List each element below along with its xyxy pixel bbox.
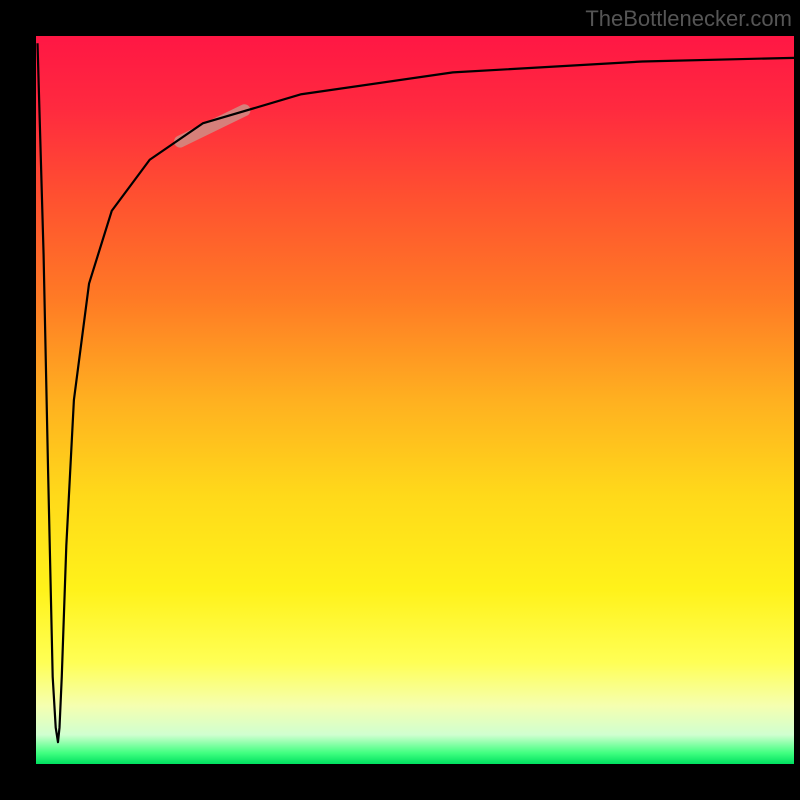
bottleneck-curve <box>38 43 794 742</box>
curve-layer <box>36 36 794 764</box>
chart-frame: TheBottlenecker.com <box>0 0 800 800</box>
plot-area <box>36 36 794 764</box>
source-watermark: TheBottlenecker.com <box>585 6 792 32</box>
